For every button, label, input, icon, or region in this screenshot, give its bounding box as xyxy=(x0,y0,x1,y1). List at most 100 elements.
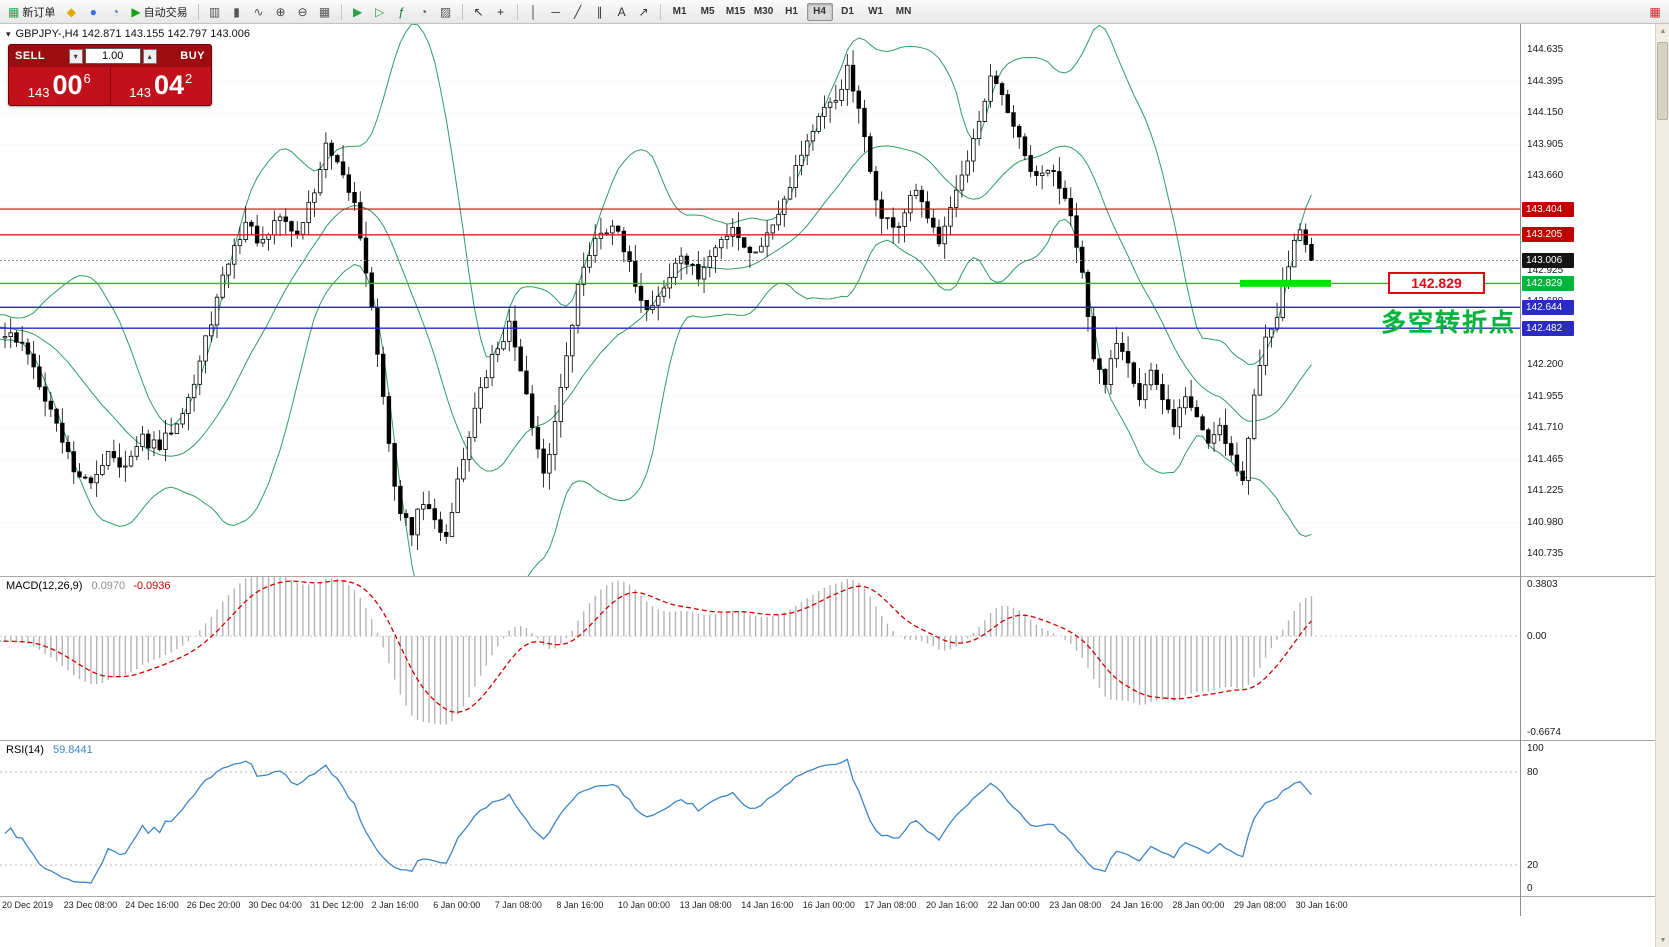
chart-shift-icon[interactable]: ▷ xyxy=(370,2,390,22)
new-chart-window-icon[interactable]: ▦ xyxy=(1649,4,1661,19)
price-badge[interactable]: 143.205 xyxy=(1522,227,1574,243)
vertical-scrollbar[interactable]: ▲ ▼ xyxy=(1655,24,1669,947)
sell-price-small: 143 xyxy=(27,85,50,100)
macd-label: MACD(12,26,9) 0.0970 -0.0936 xyxy=(6,580,171,592)
cursor-icon-glyph: ↖ xyxy=(473,4,484,19)
periods-icon[interactable]: ◔ xyxy=(414,2,434,22)
rsi-panel-separator[interactable] xyxy=(0,740,1655,741)
scroll-down-icon[interactable]: ▼ xyxy=(1659,936,1667,944)
scroll-up-icon[interactable]: ▲ xyxy=(1659,27,1667,35)
price-scale[interactable]: 144.635 144.395 144.150 143.905 143.660 143.4… xyxy=(1521,24,1655,916)
price-badge[interactable]: 142.482 xyxy=(1522,320,1574,336)
autotrading-button-glyph: ▶ xyxy=(131,4,141,19)
arrows-tool-icon[interactable]: ↗ xyxy=(634,2,654,22)
time-label: 17 Jan 08:00 xyxy=(864,900,917,910)
autotrading-button[interactable]: ▶ 自动交易 xyxy=(127,2,191,22)
one-click-toggle-icon[interactable]: ▾ xyxy=(6,28,11,39)
sell-button[interactable]: 143 00 6 xyxy=(9,67,111,105)
data-window-icon[interactable]: ◔ xyxy=(105,2,125,22)
zoom-out-icon-glyph: ⊖ xyxy=(297,4,308,19)
new-order-button[interactable]: ▦ 新订单 xyxy=(4,2,59,22)
time-label: 20 Jan 16:00 xyxy=(926,900,979,910)
crosshair-icon[interactable]: + xyxy=(491,2,511,22)
buy-button[interactable]: 143 04 2 xyxy=(110,67,211,105)
chart-candles-icon[interactable]: ▮ xyxy=(227,2,247,22)
price-tick: 144.395 xyxy=(1527,75,1564,87)
zoom-in-icon[interactable]: ⊕ xyxy=(271,2,291,22)
price-badge[interactable]: 142.829 xyxy=(1522,275,1574,291)
sell-price-sup: 6 xyxy=(83,71,91,86)
chart-bars-icon[interactable]: ▥ xyxy=(205,2,225,22)
chart-line-icon[interactable]: ∿ xyxy=(249,2,269,22)
horizontal-line-icon[interactable]: ─ xyxy=(546,2,566,22)
chart-canvas[interactable] xyxy=(0,0,1520,916)
arrows-tool-icon-glyph: ↗ xyxy=(638,4,649,19)
new-order-button-label: 新订单 xyxy=(22,6,56,19)
tile-windows-icon[interactable]: ▦ xyxy=(315,2,335,22)
toolbar-separator xyxy=(461,3,463,20)
time-label: 7 Jan 08:00 xyxy=(494,900,542,910)
channel-icon[interactable]: ∥ xyxy=(590,2,610,22)
zoom-out-icon[interactable]: ⊖ xyxy=(293,2,313,22)
channel-icon-glyph: ∥ xyxy=(596,4,603,19)
price-tick: 142.200 xyxy=(1527,359,1564,370)
annotation-text[interactable]: 多空转折点 xyxy=(1380,309,1516,337)
buy-label: BUY xyxy=(180,50,205,62)
indicators-icon-glyph: ƒ xyxy=(398,4,405,19)
volume-input[interactable] xyxy=(84,48,141,64)
time-axis[interactable]: 20 Dec 2019 23 Dec 08:00 24 Dec 16:00 26 De… xyxy=(0,896,1655,916)
timeframe-h1[interactable]: H1 xyxy=(785,6,798,17)
price-badge[interactable]: 143.006 xyxy=(1522,253,1574,269)
price-tick: 141.225 xyxy=(1527,485,1564,496)
time-label: 28 Jan 00:00 xyxy=(1172,900,1225,910)
rsi-scale-label: 0 xyxy=(1527,883,1533,894)
price-tick: 140.735 xyxy=(1527,548,1564,559)
one-click-trading-panel: SELL ▾ ▴ BUY 143 00 6 143 04 2 xyxy=(8,44,212,106)
timeframe-m15[interactable]: M15 xyxy=(725,6,746,17)
sell-label: SELL xyxy=(15,50,46,62)
time-axis-separator xyxy=(0,896,1655,897)
vertical-line-icon[interactable]: │ xyxy=(524,2,544,22)
timeframe-mn[interactable]: MN xyxy=(895,6,912,17)
price-annotation-box[interactable]: 142.829 xyxy=(1388,272,1485,295)
new-chart-icon[interactable]: ◆ xyxy=(61,2,81,22)
profiles-icon-glyph: ● xyxy=(89,4,97,19)
timeframe-d1[interactable]: D1 xyxy=(841,6,854,17)
rsi-scale-label: 80 xyxy=(1527,767,1539,778)
price-badge[interactable]: 143.404 xyxy=(1522,201,1574,217)
trendline-icon[interactable]: ╱ xyxy=(568,2,588,22)
profiles-icon[interactable]: ● xyxy=(83,2,103,22)
volume-decrease-button[interactable]: ▾ xyxy=(68,48,83,64)
timeframe-h4[interactable]: H4 xyxy=(806,2,833,21)
sell-price-big: 00 xyxy=(52,70,83,100)
price-annotation-label: 142.829 xyxy=(1411,275,1462,292)
price-tick: 143.905 xyxy=(1527,138,1564,150)
toolbar-separator xyxy=(516,3,518,20)
price-tick: 141.710 xyxy=(1527,422,1564,433)
timeframe-m30[interactable]: M30 xyxy=(753,6,774,17)
timeframe-w1[interactable]: W1 xyxy=(868,6,884,17)
text-tool-icon[interactable]: A xyxy=(612,2,632,22)
timeframe-m1[interactable]: M1 xyxy=(672,6,687,17)
periods-icon-glyph: ◔ xyxy=(419,4,428,19)
macd-panel-separator[interactable] xyxy=(0,576,1655,577)
rsi-label: RSI(14) 59.8441 xyxy=(6,744,93,756)
chart-line-icon-glyph: ∿ xyxy=(253,4,264,19)
tile-windows-icon-glyph: ▦ xyxy=(318,4,331,19)
time-label: 16 Jan 00:00 xyxy=(802,900,855,910)
volume-increase-button[interactable]: ▴ xyxy=(142,48,157,64)
time-label: 24 Jan 16:00 xyxy=(1110,900,1163,910)
macd-scale-label: -0.6674 xyxy=(1527,727,1561,738)
vertical-line-icon-glyph: │ xyxy=(529,4,538,19)
rsi-scale-label: 100 xyxy=(1527,743,1544,754)
timeframe-m5[interactable]: M5 xyxy=(700,6,715,17)
price-tick: 141.955 xyxy=(1527,390,1564,402)
cursor-icon[interactable]: ↖ xyxy=(469,2,489,22)
macd-main-value: 0.0970 xyxy=(91,580,126,592)
templates-icon[interactable]: ▨ xyxy=(436,2,456,22)
price-badge[interactable]: 142.644 xyxy=(1522,299,1574,315)
auto-scroll-icon[interactable]: ▶ xyxy=(348,2,368,22)
scrollbar-thumb[interactable] xyxy=(1657,42,1668,120)
indicators-icon[interactable]: ƒ xyxy=(392,2,412,22)
